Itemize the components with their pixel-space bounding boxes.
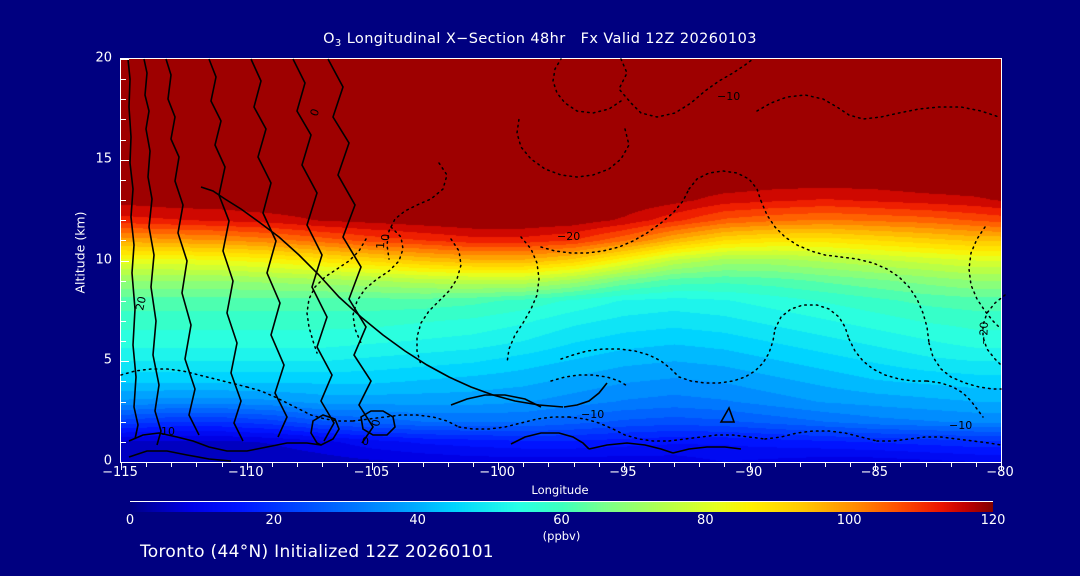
x-axis-tick-label: −100 xyxy=(479,465,515,480)
chart-title: O3 Longitudinal X−Section 48hr Fx Valid … xyxy=(0,31,1080,49)
chart-title-o: O xyxy=(323,31,335,47)
x-axis-tick xyxy=(447,462,449,467)
ozone-heatmap-canvas xyxy=(121,59,1001,462)
x-axis-tick-label: −90 xyxy=(734,465,763,480)
colorbar-tick-label: 100 xyxy=(836,513,862,528)
x-axis-tick xyxy=(473,462,474,467)
x-axis-tick xyxy=(799,462,801,467)
y-axis-tick xyxy=(121,99,126,101)
x-axis-tick xyxy=(649,462,650,467)
x-axis-tick xyxy=(875,462,877,470)
colorbar-tick-label: 60 xyxy=(553,513,570,528)
y-axis-tick-label: 20 xyxy=(95,50,112,66)
x-axis-tick xyxy=(322,462,324,467)
x-axis-tick xyxy=(925,462,927,467)
y-axis-tick xyxy=(121,320,126,322)
x-axis-tick-label: −110 xyxy=(227,465,264,480)
x-axis-tick xyxy=(1001,462,1002,470)
x-axis-tick xyxy=(623,462,625,470)
y-axis-tick xyxy=(121,462,129,463)
x-axis-tick xyxy=(121,462,122,470)
x-axis-tick xyxy=(397,462,399,467)
x-axis-tick xyxy=(674,462,676,467)
y-axis-tick xyxy=(121,240,126,242)
y-axis-tick xyxy=(121,79,126,81)
y-axis-tick xyxy=(121,139,126,141)
y-axis-tick xyxy=(121,361,129,363)
x-axis-tick xyxy=(146,462,148,467)
x-axis-tick xyxy=(724,462,726,467)
x-axis-tick xyxy=(598,462,600,467)
colorbar xyxy=(130,501,993,512)
x-axis-tick-label: −115 xyxy=(102,465,138,480)
x-axis-tick xyxy=(171,462,173,467)
y-axis-tick xyxy=(121,260,129,262)
y-axis-tick xyxy=(121,159,129,161)
x-axis-tick xyxy=(221,462,223,467)
x-axis-tick xyxy=(900,462,902,467)
y-axis-tick xyxy=(121,200,126,202)
cross-section-plot: 0 20 10 0 0 0 0 1 −20 −10 −10 −10 −20 xyxy=(120,58,1006,470)
x-axis-tick xyxy=(196,462,198,467)
y-axis-tick xyxy=(121,59,129,60)
y-axis-tick xyxy=(121,401,126,403)
chart-title-subscript: 3 xyxy=(334,38,342,49)
y-axis-tick-label: 10 xyxy=(95,252,112,267)
colorbar-units-label: (ppbv) xyxy=(542,529,581,543)
colorbar-tick-label: 80 xyxy=(697,513,714,528)
x-axis-tick xyxy=(347,462,349,467)
x-axis-title: Longitude xyxy=(531,483,589,497)
figure-caption: Toronto (44°N) Initialized 12Z 20260101 xyxy=(140,542,494,562)
y-axis-tick xyxy=(121,421,126,423)
x-axis-tick xyxy=(950,462,952,467)
x-axis-tick xyxy=(699,462,701,467)
x-axis-tick xyxy=(246,462,248,470)
y-axis-tick-label: 15 xyxy=(95,151,112,167)
x-axis-tick xyxy=(975,462,977,467)
x-axis-tick xyxy=(372,462,374,470)
x-axis-tick xyxy=(271,462,273,467)
y-axis-title: Altitude (km) xyxy=(72,211,88,294)
y-axis-tick xyxy=(121,280,126,282)
x-axis-tick xyxy=(422,462,424,467)
y-axis-tick xyxy=(121,341,126,343)
x-axis-tick xyxy=(523,462,525,467)
x-axis-tick-label: −80 xyxy=(986,465,1014,480)
y-axis-tick-label: 5 xyxy=(103,352,112,368)
x-axis-tick xyxy=(749,462,751,470)
colorbar-tick-label: 120 xyxy=(980,513,1006,528)
y-axis-tick xyxy=(121,381,126,383)
x-axis-tick xyxy=(774,462,776,467)
x-axis-tick xyxy=(850,462,852,467)
x-axis-tick-label: −95 xyxy=(609,465,637,480)
x-axis-tick-label: −85 xyxy=(860,465,888,480)
x-axis-tick xyxy=(825,462,826,467)
y-axis-tick-label: 0 xyxy=(103,453,112,469)
x-axis-tick-label: −105 xyxy=(353,465,390,480)
x-axis-tick xyxy=(548,462,550,467)
y-axis-tick xyxy=(121,300,126,302)
y-axis-tick xyxy=(121,441,126,443)
x-axis-tick xyxy=(498,462,500,470)
y-axis-tick xyxy=(121,119,126,121)
chart-title-rest: Longitudinal X−Section 48hr Fx Valid 12Z… xyxy=(341,31,757,47)
colorbar-tick-label: 20 xyxy=(265,513,283,528)
colorbar-gradient xyxy=(130,502,993,512)
colorbar-tick-label: 40 xyxy=(409,513,426,528)
y-axis-tick xyxy=(121,220,126,222)
y-axis-tick xyxy=(121,179,126,181)
colorbar-tick-label: 0 xyxy=(125,513,135,528)
x-axis-tick xyxy=(297,462,298,467)
x-axis-tick xyxy=(573,462,575,467)
